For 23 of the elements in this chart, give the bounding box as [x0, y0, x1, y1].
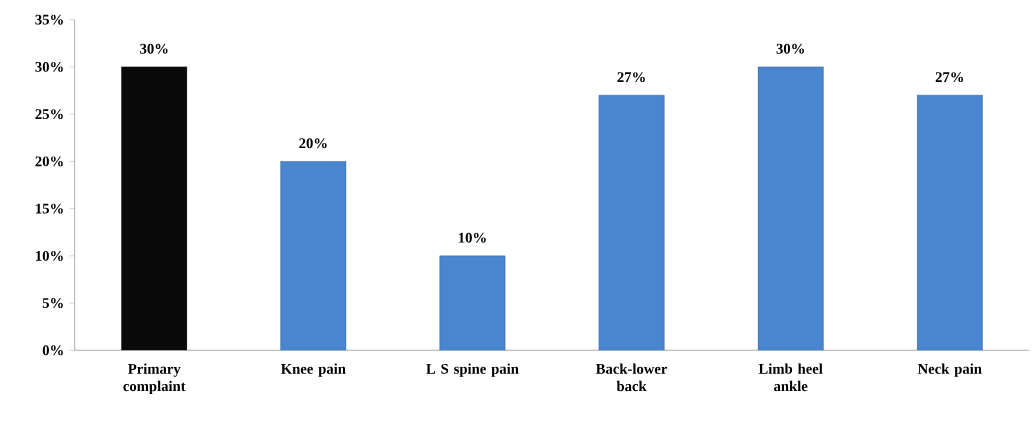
- x-tick-label: Back-lower back: [595, 363, 668, 392]
- y-tick-label: 25%: [35, 109, 63, 120]
- data-label: 10%: [458, 232, 486, 243]
- data-label: 27%: [617, 72, 645, 83]
- x-tick-label: Knee pain: [281, 363, 346, 377]
- x-tick-label: L S spine pain: [426, 363, 519, 377]
- y-tick-label: 0%: [42, 345, 63, 356]
- data-label: 20%: [299, 138, 327, 149]
- data-label: 30%: [776, 43, 804, 54]
- bar: [121, 66, 188, 351]
- x-tick-label: Primary complaint: [123, 363, 186, 395]
- x-tick-label: Limb heel ankle: [758, 363, 823, 392]
- bar: [757, 66, 824, 351]
- y-tick-label: 15%: [36, 203, 63, 214]
- data-label: 27%: [935, 72, 964, 83]
- y-tick-label: 5%: [42, 298, 63, 309]
- y-tick-label: 10%: [36, 250, 63, 261]
- y-tick-label: 30%: [35, 61, 63, 72]
- data-label: 30%: [140, 43, 168, 54]
- x-tick-label: Neck pain: [917, 363, 982, 377]
- bar: [280, 161, 347, 351]
- y-tick-label: 20%: [35, 156, 63, 167]
- y-tick-label: 35%: [35, 14, 63, 25]
